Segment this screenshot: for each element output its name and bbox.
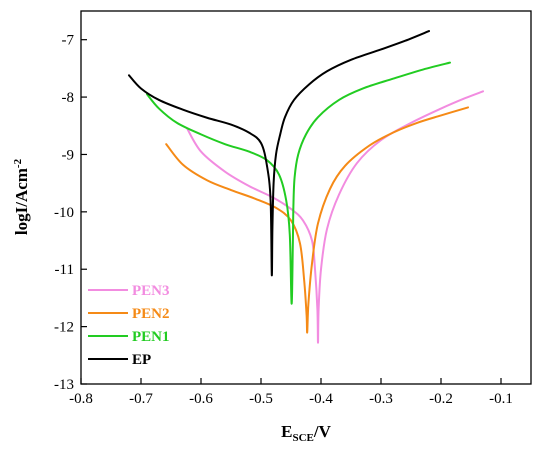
legend-label-pen1: PEN1: [132, 329, 170, 345]
x-axis-title: ESCE/V: [281, 422, 331, 444]
x-tick-label: -0.2: [429, 391, 453, 407]
y-tick-label: -10: [54, 205, 74, 221]
series-line-pen3: [186, 90, 484, 344]
legend-label-pen2: PEN2: [132, 306, 170, 322]
x-axis: -0.8 -0.7 -0.6 -0.5 -0.4 -0.3 -0.2 -0.1: [69, 378, 513, 407]
plot-frame: [80, 10, 532, 385]
x-tick-label: -0.3: [369, 391, 393, 407]
x-tick-label: -0.6: [189, 391, 213, 407]
series-line-pen2: [165, 106, 469, 334]
x-tick-label: -0.7: [129, 391, 153, 407]
series-line-ep: [128, 30, 430, 276]
y-tick-label: -8: [62, 90, 75, 106]
legend-label-pen3: PEN3: [132, 283, 170, 299]
y-axis: -7 -8 -9 -10 -11 -12 -13: [54, 33, 87, 393]
x-tick-label: -0.5: [249, 391, 273, 407]
series-line-pen1: [146, 61, 451, 305]
y-axis-title: logI/Acm-2: [12, 158, 31, 235]
legend-label-ep: EP: [132, 352, 151, 368]
legend: PEN3 PEN2 PEN1 EP: [88, 283, 170, 368]
x-tick-label: -0.1: [489, 391, 513, 407]
series-layer: [128, 30, 484, 344]
x-tick-label: -0.8: [69, 391, 93, 407]
y-tick-label: -12: [54, 320, 74, 336]
y-tick-label: -7: [62, 33, 75, 49]
y-tick-label: -11: [55, 262, 74, 278]
y-tick-label: -13: [54, 377, 74, 393]
y-tick-label: -9: [62, 147, 75, 163]
x-tick-label: -0.4: [309, 391, 333, 407]
